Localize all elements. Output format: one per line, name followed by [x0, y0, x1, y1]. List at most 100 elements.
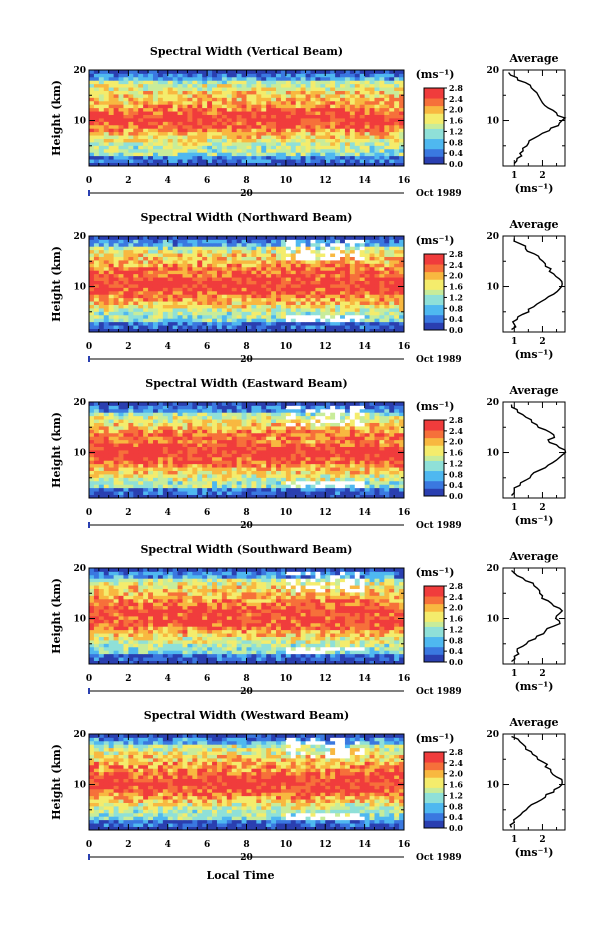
heatmap-cell: [261, 301, 267, 305]
heatmap-cell: [344, 484, 351, 489]
heatmap-cell: [177, 159, 183, 163]
heatmap-cell: [192, 111, 198, 115]
heatmap-cell: [256, 246, 262, 251]
heatmap-cell: [89, 453, 95, 458]
heatmap-cell: [325, 253, 331, 257]
heatmap-cell: [216, 253, 223, 257]
heatmap-cell: [389, 266, 395, 271]
heatmap-cell: [187, 450, 193, 454]
heatmap-cell: [330, 273, 336, 278]
colorbar-swatch: [424, 256, 444, 260]
heatmap-cell: [93, 270, 100, 275]
heatmap-cell: [330, 236, 336, 240]
heatmap-cell: [369, 450, 375, 454]
heatmap-cell: [266, 249, 272, 254]
heatmap-cell: [212, 270, 218, 275]
heatmap-cell: [271, 450, 277, 454]
heatmap-cell: [89, 162, 95, 167]
heatmap-cell: [98, 328, 105, 333]
heatmap-cell: [399, 301, 405, 305]
heatmap-cell: [285, 439, 292, 444]
heatmap-cell: [152, 70, 159, 74]
heatmap-cell: [271, 325, 277, 329]
heatmap-cell: [320, 253, 326, 257]
heatmap-cell: [152, 270, 159, 275]
heatmap-cell: [394, 124, 400, 129]
heatmap-cell: [359, 450, 366, 454]
heatmap-cell: [256, 287, 262, 292]
heatmap-cell: [251, 314, 257, 319]
heatmap-cell: [364, 273, 370, 278]
heatmap-cell: [261, 450, 267, 454]
heatmap-cell: [330, 297, 336, 302]
heatmap-cell: [207, 456, 213, 461]
heatmap-cell: [256, 236, 262, 240]
heatmap-cell: [261, 277, 267, 281]
heatmap-cell: [369, 87, 375, 91]
heatmap-cell: [369, 443, 375, 447]
heatmap-cell: [305, 273, 311, 278]
heatmap-cell: [118, 290, 124, 295]
heatmap-cell: [310, 97, 316, 102]
heatmap-cell: [251, 280, 257, 285]
heatmap-cell: [133, 131, 139, 136]
heatmap-cell: [197, 287, 203, 292]
heatmap-cell: [231, 270, 238, 275]
heatmap-cell: [93, 318, 100, 323]
heatmap-cell: [374, 308, 380, 312]
heatmap-cell: [108, 100, 115, 105]
heatmap-cell: [374, 70, 380, 74]
heatmap-cell: [276, 148, 282, 153]
heatmap-cell: [285, 121, 292, 126]
heatmap-cell: [285, 97, 292, 102]
heatmap-cell: [354, 484, 361, 489]
heatmap-cell: [261, 314, 267, 319]
heatmap-cell: [133, 242, 139, 247]
heatmap-cell: [330, 318, 336, 323]
heatmap-cell: [330, 148, 336, 153]
heatmap-cell: [305, 304, 311, 309]
heatmap-cell: [118, 152, 124, 157]
heatmap-cell: [246, 470, 252, 475]
heatmap-cell: [167, 90, 174, 95]
heatmap-cell: [177, 453, 183, 458]
heatmap-cell: [399, 456, 405, 461]
heatmap-cell: [231, 159, 238, 163]
heatmap-cell: [128, 439, 134, 444]
heatmap-cell: [379, 249, 385, 254]
heatmap-cell: [379, 256, 385, 261]
heatmap-cell: [335, 256, 341, 261]
heatmap-cell: [157, 463, 164, 468]
heatmap-cell: [123, 456, 129, 461]
heatmap-cell: [394, 311, 400, 316]
heatmap-cell: [143, 494, 149, 499]
heatmap-cell: [379, 242, 385, 247]
heatmap-cell: [226, 328, 233, 333]
heatmap-cell: [152, 284, 159, 288]
heatmap-cell: [305, 318, 311, 323]
heatmap-cell: [276, 107, 282, 112]
heatmap-cell: [325, 311, 331, 316]
heatmap-cell: [118, 162, 124, 167]
heatmap-cell: [261, 280, 267, 285]
heatmap-cell: [108, 249, 115, 254]
heatmap-cell: [315, 287, 321, 292]
heatmap-cell: [280, 104, 287, 109]
heatmap-cell: [236, 325, 242, 329]
heatmap-cell: [123, 487, 129, 492]
heatmap-cell: [202, 304, 208, 309]
heatmap-cell: [226, 236, 233, 240]
heatmap-cell: [172, 301, 178, 305]
heatmap-cell: [123, 138, 129, 143]
heatmap-cell: [221, 474, 228, 478]
heatmap-cell: [157, 83, 164, 88]
heatmap-cell: [394, 236, 400, 240]
heatmap-cell: [320, 121, 326, 126]
heatmap-cell: [108, 439, 115, 444]
heatmap-cell: [399, 152, 405, 157]
heatmap-cell: [251, 328, 257, 333]
heatmap-cell: [152, 297, 159, 302]
heatmap-cell: [344, 256, 351, 261]
heatmap-cell: [280, 162, 287, 167]
heatmap-cell: [89, 138, 95, 143]
